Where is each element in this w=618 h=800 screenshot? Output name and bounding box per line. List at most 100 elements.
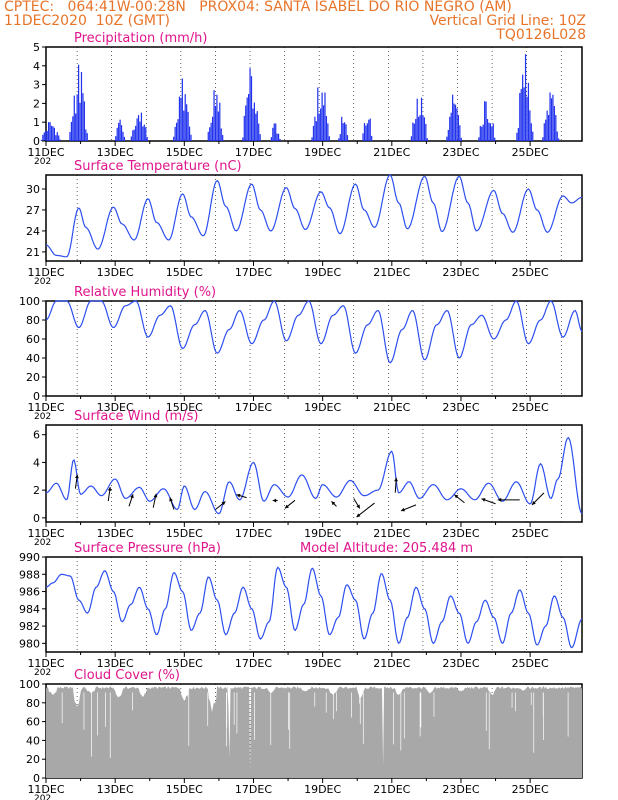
cloud-ytick-label: 20 — [26, 753, 40, 766]
precip-bar — [259, 134, 261, 141]
pressure-year-label: 202 — [34, 668, 51, 678]
wind-xtick-label: 13DEC — [97, 527, 134, 540]
humidity-ytick-label: 40 — [26, 352, 40, 365]
precip-bar — [85, 129, 87, 141]
precip-bar — [457, 115, 460, 141]
precip-bar — [137, 115, 140, 141]
precip-bar — [338, 138, 340, 141]
humidity-xtick-label: 23DEC — [442, 401, 479, 414]
cloud-ytick-label: 40 — [26, 734, 40, 747]
precipitation-ytick-label: 3 — [33, 79, 40, 92]
pressure-ytick-label: 980 — [19, 637, 40, 650]
wind-xtick-label: 15DEC — [166, 527, 203, 540]
precip-bar — [312, 125, 315, 141]
precip-bar — [368, 119, 370, 141]
precip-bar — [214, 105, 217, 141]
precip-bar — [484, 101, 486, 141]
precip-bar — [542, 137, 544, 141]
precip-bar — [207, 131, 209, 141]
pressure-panel-title: Surface Pressure (hPa) — [74, 541, 221, 556]
wind-xtick-label: 21DEC — [373, 527, 410, 540]
pressure-ytick-label: 990 — [19, 551, 40, 564]
wind-ytick-label: 6 — [33, 429, 40, 442]
precip-bar — [485, 101, 487, 141]
cloud-cover-area — [46, 686, 582, 778]
precip-bar — [213, 90, 215, 141]
precip-bar — [320, 108, 322, 141]
precip-bar — [556, 131, 558, 141]
precip-bar — [249, 68, 251, 141]
humidity-xtick-label: 17DEC — [235, 401, 272, 414]
precip-bar — [115, 136, 117, 141]
precip-bar — [177, 119, 179, 141]
precip-bar — [273, 123, 275, 141]
wind-arrow — [353, 498, 361, 509]
precipitation-xtick-label: 23DEC — [442, 146, 479, 159]
cloud-xtick-label: 11DEC — [27, 783, 64, 796]
precip-bar — [447, 129, 449, 141]
precip-bar — [190, 134, 192, 141]
pressure-xtick-label: 17DEC — [235, 657, 272, 670]
precip-bar — [142, 126, 144, 141]
precipitation-xtick-label: 11DEC — [27, 146, 64, 159]
precipitation-year-label: 202 — [34, 157, 51, 167]
precipitation-xtick-label: 19DEC — [304, 146, 341, 159]
precip-bar — [173, 136, 175, 141]
precip-bar — [481, 126, 483, 141]
precipitation-ytick-label: 4 — [33, 60, 40, 73]
precip-bar — [418, 116, 420, 141]
precip-bar — [72, 116, 74, 141]
precip-bar — [250, 76, 253, 141]
precip-bar — [413, 123, 415, 141]
precip-bar — [216, 94, 218, 141]
precip-bar — [311, 137, 313, 141]
precip-bar — [369, 118, 371, 141]
cloud-ytick-label: 60 — [26, 716, 40, 729]
precip-bar — [132, 130, 134, 141]
precip-bar — [256, 111, 258, 141]
precip-bar — [492, 123, 494, 141]
precip-bar — [489, 123, 492, 141]
precip-bar — [58, 135, 60, 141]
wind-arrow — [454, 494, 465, 504]
cloud-ytick-label: 0 — [33, 772, 40, 785]
wind-arrow — [152, 493, 158, 508]
pressure-ytick-label: 986 — [19, 586, 40, 599]
precip-bar — [546, 110, 548, 141]
precip-bar — [456, 108, 458, 141]
precipitation-xtick-label: 25DEC — [512, 146, 549, 159]
precip-bar — [494, 137, 496, 141]
precip-bar — [180, 97, 182, 141]
wind-arrow — [497, 497, 520, 502]
wind-arrow — [215, 501, 226, 510]
precip-bar — [452, 94, 454, 141]
precip-bar — [140, 112, 143, 141]
precip-bar — [317, 87, 319, 141]
precip-bar — [530, 123, 532, 141]
precip-bar — [412, 122, 414, 141]
precip-bar — [80, 72, 83, 141]
wind-arrow — [331, 501, 337, 507]
pressure-xtick-label: 25DEC — [512, 657, 549, 670]
cloud-xtick-label: 25DEC — [512, 783, 549, 796]
precipitation-panel-title: Precipitation (mm/h) — [74, 31, 207, 46]
precip-bar — [553, 106, 555, 141]
precip-bar — [524, 54, 527, 141]
precip-bar — [76, 94, 78, 141]
humidity-year-label: 202 — [34, 412, 51, 422]
precip-bar — [52, 126, 54, 141]
precip-bar — [53, 127, 56, 141]
precipitation-xtick-label: 15DEC — [166, 146, 203, 159]
temperature-xtick-label: 21DEC — [373, 266, 410, 279]
precip-bar — [552, 94, 554, 141]
precip-bar — [426, 138, 428, 141]
precip-bar — [146, 136, 148, 141]
precip-bar — [70, 121, 73, 141]
wind-arrow — [481, 498, 496, 505]
precip-bar — [275, 123, 277, 141]
precip-bar — [145, 127, 147, 141]
precip-bar — [343, 122, 346, 141]
precip-bar — [123, 136, 126, 141]
header-location: CPTEC: 064:41W-00:28N PROX04: SANTA ISAB… — [4, 0, 512, 15]
